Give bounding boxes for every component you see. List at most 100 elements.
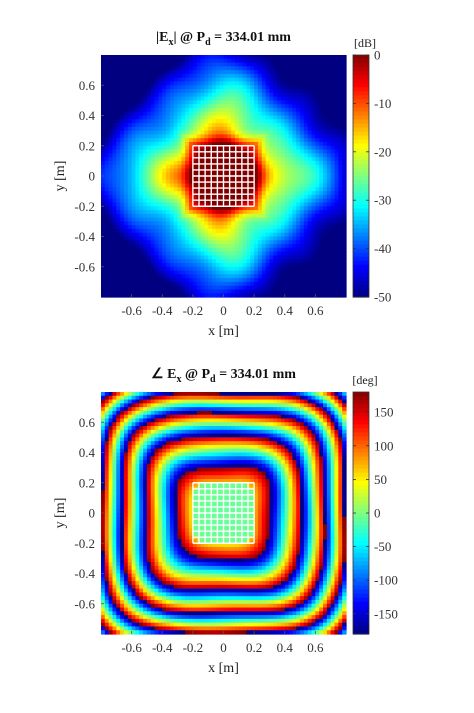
heatmap-cell (181, 134, 186, 139)
heatmap-cell (257, 255, 263, 260)
heatmap-cell (139, 145, 144, 151)
heatmap-cell (303, 285, 309, 291)
heatmap-cell (192, 289, 198, 294)
heatmap-cell (300, 66, 305, 71)
heatmap-cell (120, 202, 125, 207)
heatmap-cell (169, 134, 175, 139)
heatmap-cell (223, 172, 228, 177)
heatmap-cell (300, 225, 305, 230)
heatmap-cell (269, 62, 274, 67)
heatmap-cell (158, 198, 163, 204)
heatmap-cell (196, 107, 202, 113)
heatmap-cell (120, 236, 125, 241)
heatmap-cell (311, 262, 316, 268)
heatmap-cell (120, 111, 125, 117)
heatmap-cell (223, 89, 228, 94)
heatmap-cell (104, 486, 110, 491)
heatmap-cell (143, 266, 148, 272)
heatmap-cell (231, 66, 236, 71)
heatmap-cell (112, 615, 117, 620)
heatmap-cell (104, 501, 110, 507)
heatmap-cell (292, 187, 297, 192)
heatmap-cell (127, 130, 133, 136)
heatmap-cell (300, 274, 305, 279)
heatmap-cell (139, 588, 144, 594)
heatmap-cell (135, 194, 140, 200)
heatmap-cell (162, 255, 167, 260)
heatmap-cell (342, 153, 347, 158)
heatmap-cell (196, 85, 202, 90)
heatmap-cell (104, 187, 110, 192)
heatmap-cell (200, 259, 205, 264)
heatmap-cell (326, 141, 332, 147)
heatmap-cell (204, 104, 209, 109)
heatmap-cell (296, 274, 301, 279)
heatmap-cell (330, 130, 336, 136)
heatmap-cell (338, 107, 343, 113)
heatmap-cell (284, 194, 290, 200)
heatmap-cell (246, 262, 251, 268)
heatmap-cell (166, 251, 171, 257)
heatmap-cell (296, 168, 301, 173)
heatmap-cell (265, 123, 271, 128)
heatmap-cell (177, 289, 182, 294)
heatmap-cell (135, 66, 140, 71)
heatmap-cell (292, 236, 297, 241)
heatmap-cell (116, 531, 121, 537)
heatmap-cell (246, 100, 251, 105)
heatmap-cell (323, 244, 328, 249)
heatmap-cell (189, 58, 194, 64)
heatmap-cell (173, 85, 179, 90)
heatmap-cell (296, 183, 301, 188)
heatmap-cell (143, 198, 148, 204)
heatmap-cell (326, 232, 332, 238)
x-tick-label: -0.4 (152, 303, 173, 318)
heatmap-cell (120, 141, 125, 147)
heatmap-cell (223, 70, 228, 75)
heatmap-cell (273, 278, 278, 283)
heatmap-cell (116, 247, 121, 253)
heatmap-cell (330, 134, 336, 139)
heatmap-cell (101, 486, 106, 491)
heatmap-cell (280, 213, 286, 219)
heatmap-cell (288, 96, 294, 101)
heatmap-cell (127, 441, 133, 446)
heatmap-cell (112, 213, 117, 219)
heatmap-cell (135, 630, 140, 635)
heatmap-cell (242, 77, 248, 83)
heatmap-cell (261, 183, 267, 188)
heatmap-cell (131, 528, 137, 533)
heatmap-cell (307, 262, 313, 268)
heatmap-cell (169, 160, 175, 166)
heatmap-cell (284, 73, 290, 79)
heatmap-cell (342, 111, 347, 117)
heatmap-cell (288, 213, 294, 219)
heatmap-cell (219, 194, 225, 200)
heatmap-cell (323, 107, 328, 113)
heatmap-cell (319, 130, 324, 136)
heatmap-cell (173, 130, 179, 136)
heatmap-cell (342, 228, 347, 234)
heatmap-cell (238, 145, 244, 151)
heatmap-cell (108, 119, 114, 124)
heatmap-cell (181, 251, 186, 257)
heatmap-cell (200, 213, 205, 219)
heatmap-cell (219, 187, 225, 192)
heatmap-cell (127, 399, 133, 404)
heatmap-cell (173, 73, 179, 79)
heatmap-cell (303, 130, 309, 136)
heatmap-cell (311, 160, 316, 166)
heatmap-cell (135, 588, 140, 594)
heatmap-cell (127, 547, 133, 552)
heatmap-cell (307, 164, 313, 170)
heatmap-cell (204, 293, 209, 298)
heatmap-cell (101, 141, 106, 147)
heatmap-cell (212, 183, 217, 188)
heatmap-cell (120, 285, 125, 291)
heatmap-cell (108, 426, 114, 431)
heatmap-cell (192, 225, 198, 230)
heatmap-cell (219, 251, 225, 257)
heatmap-cell (131, 172, 137, 177)
heatmap-cell (319, 255, 324, 260)
heatmap-cell (139, 198, 144, 204)
